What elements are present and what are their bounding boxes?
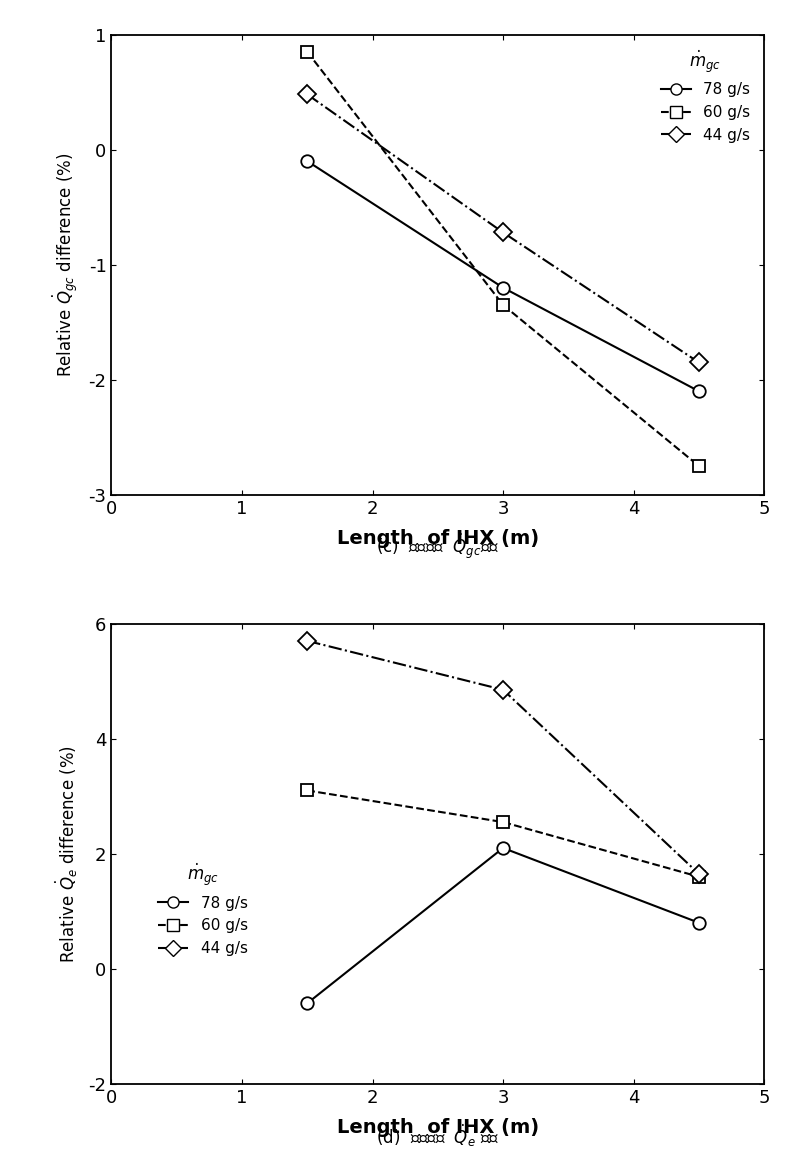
Y-axis label: Relative $\dot{Q}_{gc}$ difference (%): Relative $\dot{Q}_{gc}$ difference (%) — [51, 152, 80, 377]
Legend: 78 g/s, 60 g/s, 44 g/s: 78 g/s, 60 g/s, 44 g/s — [654, 43, 756, 149]
X-axis label: Length  of IHX (m): Length of IHX (m) — [337, 529, 539, 548]
Text: (c)  상대적인  $\dot{Q}_{gc}$차이: (c) 상대적인 $\dot{Q}_{gc}$차이 — [377, 532, 499, 562]
Legend: 78 g/s, 60 g/s, 44 g/s: 78 g/s, 60 g/s, 44 g/s — [152, 856, 254, 962]
X-axis label: Length  of IHX (m): Length of IHX (m) — [337, 1117, 539, 1137]
Y-axis label: Relative $\dot{Q}_e$ difference (%): Relative $\dot{Q}_e$ difference (%) — [54, 745, 80, 963]
Text: (d)  상대적인  $\dot{Q}_e$ 차이: (d) 상대적인 $\dot{Q}_e$ 차이 — [377, 1123, 499, 1148]
